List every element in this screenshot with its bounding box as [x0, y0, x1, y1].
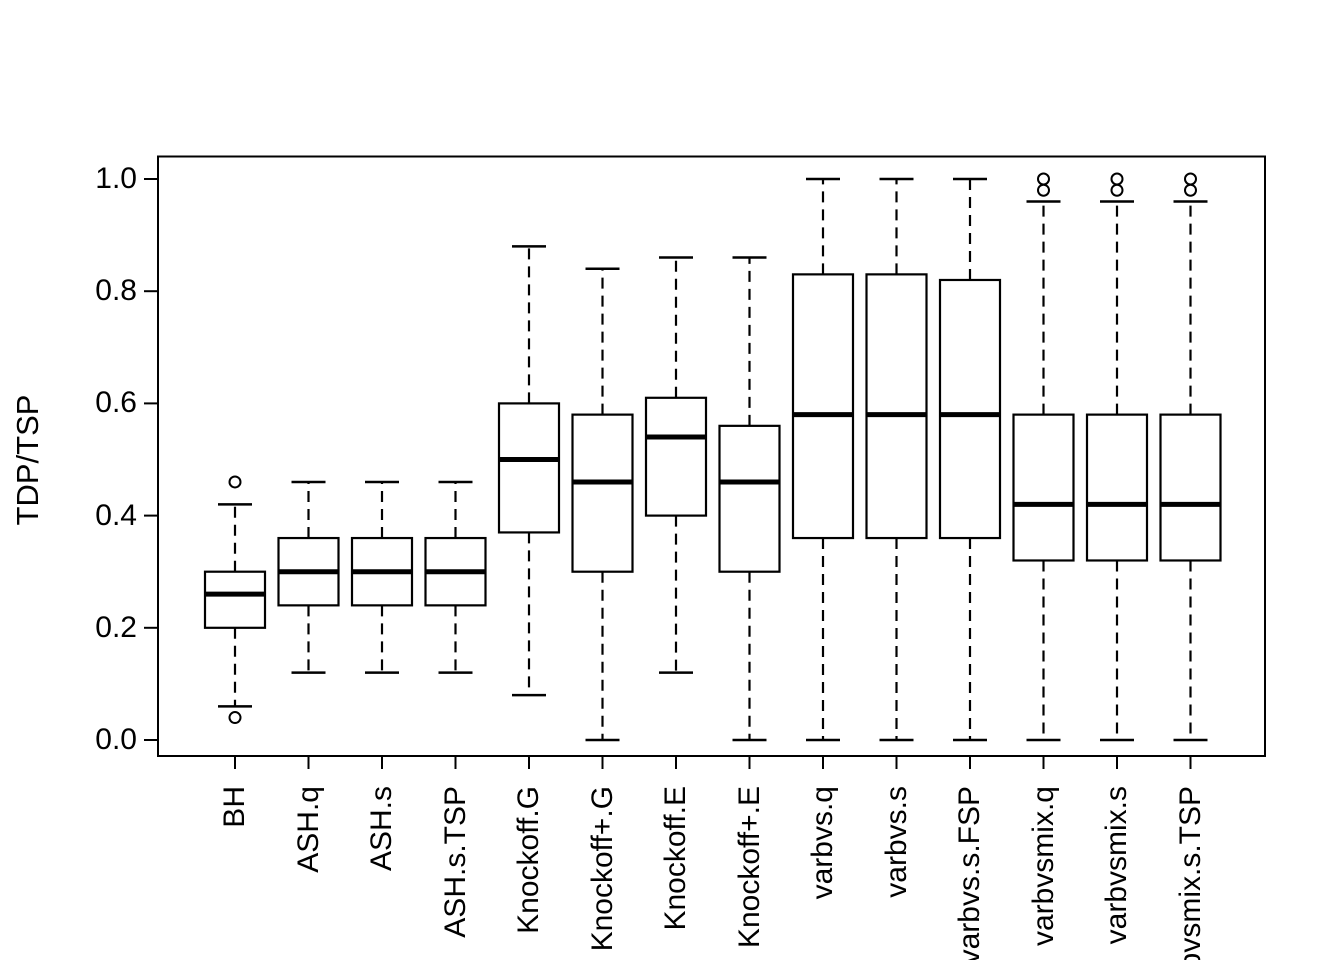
box-varbvs.q	[791, 177, 855, 769]
iqr-box	[497, 402, 561, 534]
x-tick-label: varbvsmix.q	[1026, 786, 1060, 947]
y-tick-label: 0.8	[95, 274, 137, 308]
outlier-point	[1184, 172, 1197, 186]
iqr-box	[938, 278, 1002, 540]
iqr-box	[571, 413, 634, 573]
box-ASH.q	[277, 480, 340, 769]
x-tick-label: ASH.s.TSP	[438, 786, 472, 938]
x-tick-label: varbvs.s	[879, 786, 913, 898]
iqr-box	[791, 273, 855, 540]
outlier-point	[1110, 183, 1124, 197]
x-tick-label: varbvsmix.s	[1100, 786, 1133, 945]
x-tick-label: ASH.q	[291, 786, 325, 873]
box-varbvsmix.s	[1085, 172, 1149, 769]
outlier-point	[1184, 183, 1197, 197]
y-tick-label: 0.0	[95, 723, 137, 756]
outlier-point	[1037, 172, 1050, 186]
outlier-point	[1110, 172, 1124, 186]
y-tick-label: 0.4	[95, 498, 137, 532]
iqr-box	[718, 424, 781, 573]
iqr-box	[644, 396, 708, 517]
x-tick-label: varbvs.s.FSP	[953, 786, 986, 960]
box-ASH.s.TSP	[424, 480, 487, 769]
iqr-box	[203, 570, 267, 629]
x-tick-label: varbvsmix.s.TSP	[1173, 786, 1207, 960]
box-varbvsmix.s.TSP	[1159, 172, 1222, 769]
box-varbvsmix.q	[1012, 172, 1075, 769]
box-Knockoff+.E	[718, 256, 781, 769]
outlier-point	[1037, 183, 1050, 197]
iqr-box	[865, 273, 928, 540]
y-tick-label: 1.0	[95, 162, 137, 195]
x-tick-label: Knockoff+.E	[732, 786, 766, 949]
iqr-box	[1012, 413, 1075, 562]
y-tick-label: 0.6	[95, 386, 137, 420]
box-Knockoff+.G	[571, 267, 634, 769]
x-tick-label: Knockoff.E	[659, 786, 692, 931]
box-varbvs.s	[865, 177, 928, 769]
x-tick-label: varbvs.q	[806, 786, 839, 900]
iqr-box	[1085, 413, 1149, 562]
iqr-box	[1159, 413, 1222, 562]
box-Knockoff.E	[644, 256, 708, 769]
y-tick-label: 0.2	[95, 610, 137, 644]
outlier-point	[228, 711, 242, 725]
outlier-point	[228, 475, 242, 489]
y-axis-title: TDP/TSP	[10, 394, 45, 526]
box-ASH.s	[350, 480, 414, 769]
box-BH	[203, 475, 267, 769]
x-tick-label: ASH.s	[365, 786, 398, 872]
x-tick-label: BH	[218, 786, 251, 828]
box-varbvs.s.FSP	[938, 177, 1002, 769]
plot-border	[157, 155, 1266, 757]
x-tick-label: Knockoff.G	[512, 786, 545, 934]
x-tick-label: Knockoff+.G	[585, 786, 619, 952]
box-Knockoff.G	[497, 245, 561, 769]
